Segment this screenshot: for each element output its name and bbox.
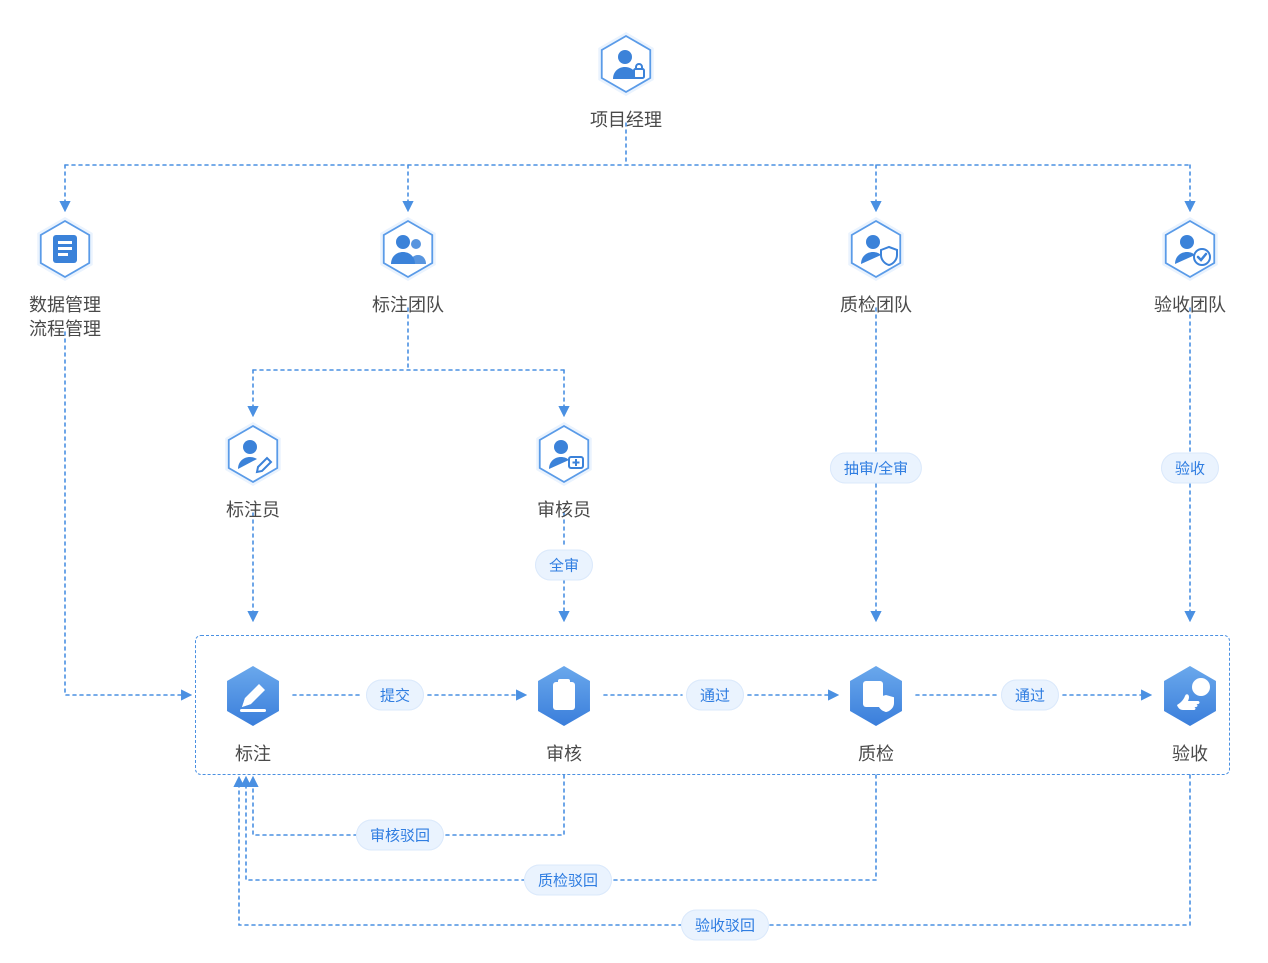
flowchart-stage: 项目经理数据管理 流程管理 标注团队 质检团队 验收团队标注员 审核员标注 审核 质检 验收 抽…: [0, 0, 1268, 963]
node-label-data-mgmt: 数据管理 流程管理: [29, 293, 101, 342]
pill-pill-sample-full: 抽审/全审: [830, 453, 922, 484]
node-label-step-qc: 质检: [858, 742, 894, 766]
pill-pill-full-review: 全审: [535, 550, 593, 581]
pill-pill-reject-qc: 质检驳回: [524, 865, 612, 896]
node-label-step-anno: 标注: [235, 742, 271, 766]
node-step-accept: 验收: [1154, 660, 1226, 766]
user-check-icon: [1156, 215, 1224, 283]
document-icon: [31, 215, 99, 283]
node-label-qc-team: 质检团队: [840, 293, 912, 317]
node-step-review: 审核: [528, 660, 600, 766]
hand-check-icon: [1154, 660, 1226, 732]
node-step-qc: 质检: [840, 660, 912, 766]
node-annotator: 标注员: [219, 420, 287, 522]
node-pm: 项目经理: [590, 30, 662, 132]
node-label-reviewer: 审核员: [537, 498, 591, 522]
users-icon: [374, 215, 442, 283]
node-accept-team: 验收团队: [1154, 215, 1226, 317]
node-data-mgmt: 数据管理 流程管理: [29, 215, 101, 342]
doc-shield-icon: [840, 660, 912, 732]
node-label-anno-team: 标注团队: [372, 293, 444, 317]
user-edit-icon: [219, 420, 287, 488]
node-label-pm: 项目经理: [590, 108, 662, 132]
node-step-anno: 标注: [217, 660, 289, 766]
edges-layer: [0, 0, 1268, 963]
node-anno-team: 标注团队: [372, 215, 444, 317]
user-shield-icon: [842, 215, 910, 283]
node-label-step-accept: 验收: [1172, 742, 1208, 766]
pill-pill-accept: 验收: [1161, 453, 1219, 484]
pen-icon: [217, 660, 289, 732]
pill-pill-pass2: 通过: [1001, 680, 1059, 711]
pill-pill-submit: 提交: [366, 680, 424, 711]
node-label-step-review: 审核: [546, 742, 582, 766]
node-reviewer: 审核员: [530, 420, 598, 522]
node-label-annotator: 标注员: [226, 498, 280, 522]
user-plus-icon: [530, 420, 598, 488]
user-lock-icon: [592, 30, 660, 98]
edge-data-to-box: [65, 332, 190, 695]
node-qc-team: 质检团队: [840, 215, 912, 317]
clipboard-icon: [528, 660, 600, 732]
node-label-accept-team: 验收团队: [1154, 293, 1226, 317]
pill-pill-pass1: 通过: [686, 680, 744, 711]
pill-pill-reject-acc: 验收驳回: [681, 910, 769, 941]
pill-pill-reject-rev: 审核驳回: [356, 820, 444, 851]
